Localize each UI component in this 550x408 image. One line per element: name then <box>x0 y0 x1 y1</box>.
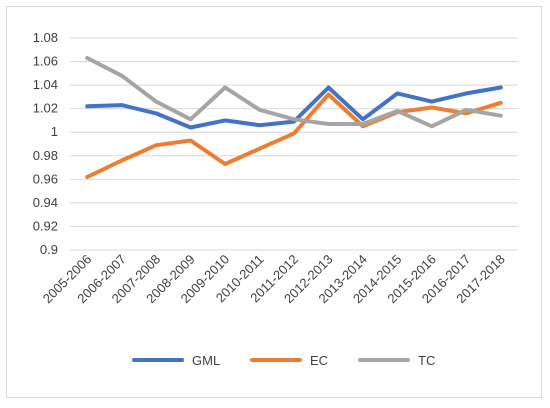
legend-label-gml: GML <box>192 353 220 368</box>
series-line-tc <box>85 56 503 129</box>
y-tick-label: 0.98 <box>33 148 58 163</box>
y-tick-label: 1.06 <box>33 54 58 69</box>
y-tick-label: 1.04 <box>33 77 58 92</box>
series-lines <box>85 56 503 179</box>
y-tick-label: 1.08 <box>33 30 58 45</box>
y-tick-label: 0.96 <box>33 171 58 186</box>
y-tick-label: 0.94 <box>33 195 58 210</box>
y-tick-label: 0.9 <box>40 242 58 257</box>
chart-frame <box>6 6 542 398</box>
y-axis: 1.08 1.06 1.04 1.02 1 0.98 0.96 0.94 0.92 0.9 <box>33 30 58 257</box>
legend-label-ec: EC <box>310 353 328 368</box>
legend-label-tc: TC <box>418 353 435 368</box>
y-tick-label: 1.02 <box>33 101 58 116</box>
y-tick-label: 1 <box>51 124 58 139</box>
series-line-gml <box>85 85 503 130</box>
gridlines <box>70 37 518 251</box>
legend: GML EC TC <box>132 353 435 368</box>
y-tick-label: 0.92 <box>33 218 58 233</box>
series-line-ec <box>85 92 503 179</box>
x-axis: 2005-20062006-20072007-20082008-20092009… <box>40 252 508 307</box>
